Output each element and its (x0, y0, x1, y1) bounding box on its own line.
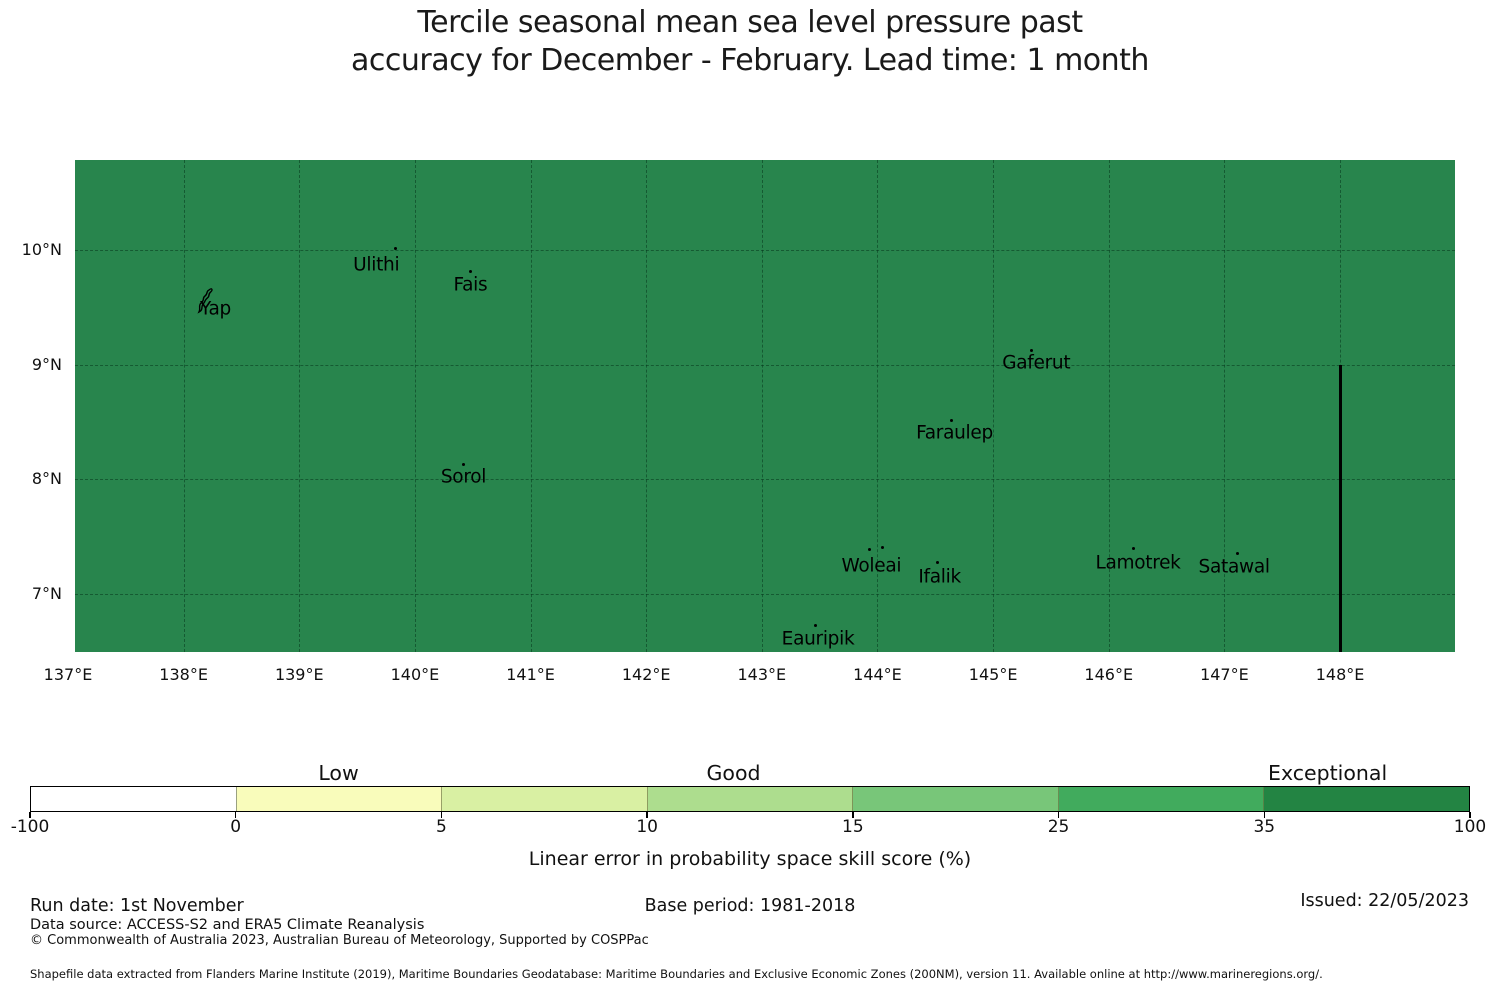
lon-gridline (761, 160, 763, 652)
island-marker-dot (867, 548, 871, 552)
colorbar-segment (1058, 787, 1265, 811)
colorbar-tier-label: Good (706, 761, 761, 785)
x-tick-label: 144°E (853, 665, 902, 684)
colorbar-tick (1057, 812, 1060, 818)
lon-gridline (1224, 160, 1226, 652)
lon-gridline (646, 160, 648, 652)
footer-issued-date: Issued: 22/05/2023 (1300, 891, 1469, 911)
x-tick-label: 140°E (390, 665, 440, 684)
colorbar-tick (1469, 812, 1471, 818)
x-tick-label: 148°E (1315, 665, 1365, 684)
x-tick-label: 141°E (506, 665, 555, 684)
colorbar-tick-label: 25 (1047, 817, 1070, 837)
colorbar-segment (647, 787, 854, 811)
y-tick-label: 10°N (21, 240, 62, 259)
island-label: Ifalik (918, 566, 961, 588)
x-tick-label: 137°E (43, 665, 93, 684)
island-label: Woleai (841, 555, 902, 577)
footer-copyright: © Commonwealth of Australia 2023, Austra… (30, 933, 649, 948)
island-label: Satawal (1198, 556, 1270, 578)
island-marker-dot (1029, 349, 1033, 353)
title-line-2: accuracy for December - February. Lead t… (351, 43, 1149, 78)
island-outline-icon (195, 286, 215, 314)
colorbar-tick (1263, 812, 1265, 818)
lon-gridline (530, 160, 532, 652)
island-marker-dot (813, 624, 817, 628)
colorbar-tick (235, 812, 237, 818)
x-tick-label: 138°E (159, 665, 208, 684)
colorbar-tick-label: 0 (230, 817, 242, 837)
island-marker-dot (461, 462, 465, 466)
lat-gridline (75, 479, 1455, 480)
x-tick-label: 146°E (1084, 665, 1134, 684)
island-marker-dot (1235, 551, 1239, 555)
colorbar-tick-label: 10 (636, 817, 658, 837)
lon-gridline (877, 160, 879, 652)
footer-data-source: Data source: ACCESS-S2 and ERA5 Climate … (30, 917, 425, 933)
lon-gridline (1108, 160, 1110, 652)
y-tick-label: 8°N (31, 469, 62, 488)
map-plot-area: Yap Ulithi Fais Sorol Gaferut Faraulep Woleai I… (75, 160, 1455, 652)
island-label: Eauripik (781, 628, 855, 650)
colorbar-tick (646, 812, 648, 818)
island-label: Yap (199, 298, 231, 320)
island-label: Gaferut (1002, 352, 1071, 374)
colorbar-bar (30, 786, 1470, 812)
footer-shapefile-note: Shapefile data extracted from Flanders M… (30, 967, 1323, 981)
colorbar-segment (853, 787, 1059, 811)
lon-gridline (993, 160, 995, 652)
colorbar-tick-label: 5 (436, 817, 447, 837)
colorbar-tick (852, 812, 854, 818)
colorbar-tick-label: 100 (1453, 817, 1487, 837)
colorbar-tick (29, 812, 31, 818)
colorbar-tier-label: Low (318, 761, 359, 785)
lat-gridline (75, 593, 1455, 595)
title-line-1: Tercile seasonal mean sea level pressure… (417, 5, 1083, 40)
footer-run-date: Run date: 1st November (30, 896, 244, 916)
island-label: Sorol (440, 466, 487, 488)
x-tick-label: 142°E (621, 665, 671, 684)
island-marker-dot (393, 247, 397, 251)
y-tick-label: 7°N (31, 583, 62, 603)
colorbar-tick-label: -100 (10, 817, 50, 837)
island-label: Lamotrek (1095, 552, 1181, 574)
x-tick-label: 145°E (968, 665, 1018, 684)
island-marker-dot (949, 419, 953, 423)
colorbar-segment (236, 787, 443, 811)
colorbar-tick-label: 15 (842, 817, 864, 837)
island-marker-dot (1131, 547, 1135, 551)
colorbar-segment (31, 787, 237, 811)
x-tick-label: 147°E (1200, 665, 1249, 684)
colorbar-axis-label: Linear error in probability space skill … (528, 848, 972, 870)
footer-base-period: Base period: 1981-2018 (644, 896, 856, 916)
island-label: Fais (453, 274, 488, 296)
island-marker-dot (468, 270, 472, 274)
x-tick-label: 139°E (274, 665, 324, 684)
eez-boundary-line (1339, 364, 1342, 652)
chart-title: Tercile seasonal mean sea level pressure… (0, 4, 1500, 80)
lon-gridline (299, 160, 301, 652)
island-marker-dot (881, 546, 885, 550)
colorbar-segment (1264, 787, 1470, 811)
colorbar-segment (442, 787, 648, 811)
island-marker-dot (936, 561, 940, 565)
y-tick-label: 9°N (31, 354, 62, 374)
island-label: Ulithi (353, 254, 400, 276)
island-label: Faraulep (916, 422, 993, 444)
lat-gridline (75, 250, 1455, 251)
lon-gridline (183, 160, 185, 652)
colorbar-tier-label: Exceptional (1268, 761, 1388, 785)
lat-gridline (75, 364, 1455, 366)
colorbar-tick (440, 812, 443, 818)
colorbar-tick-label: 35 (1253, 817, 1276, 837)
lon-gridline (414, 160, 416, 652)
x-tick-label: 143°E (737, 665, 787, 684)
